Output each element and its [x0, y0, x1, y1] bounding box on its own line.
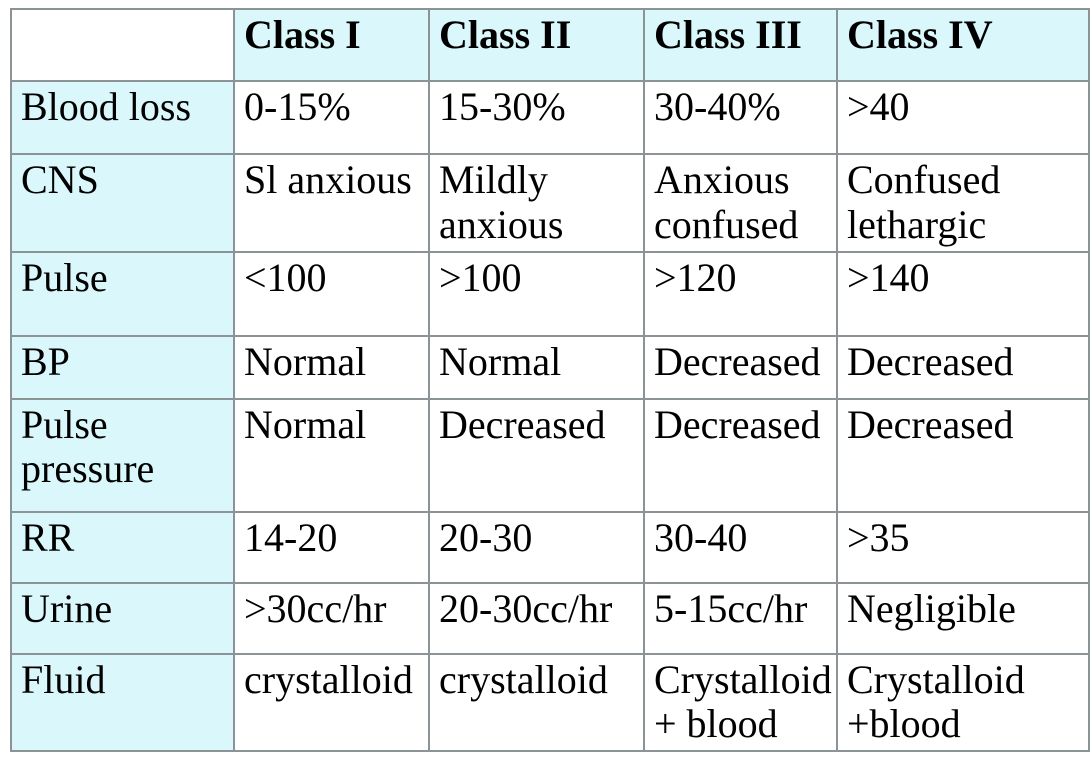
row-bp: BP Normal Normal Decreased Decreased: [10, 334, 1090, 400]
table-cell: 20-30cc/hr: [428, 581, 645, 655]
table-cell: <100: [233, 250, 430, 337]
row-pulse: Pulse <100 >100 >120 >140: [10, 250, 1090, 337]
row-fluid: Fluid crystalloid crystalloid Crystalloi…: [10, 652, 1090, 753]
row-label: Pulse pressure: [10, 397, 235, 513]
table-cell: 15-30%: [428, 80, 645, 155]
column-header-class-ii: Class II: [428, 8, 645, 82]
table-cell: Decreased: [836, 334, 1090, 400]
table-cell: Decreased: [643, 397, 838, 513]
row-pulse-pressure: Pulse pressure Normal Decreased Decrease…: [10, 397, 1090, 513]
table-cell: Decreased: [643, 334, 838, 400]
row-label: Fluid: [10, 652, 235, 753]
column-header-class-iv: Class IV: [836, 8, 1090, 82]
row-blood-loss: Blood loss 0-15% 15-30% 30-40% >40: [10, 80, 1090, 155]
row-label: Pulse: [10, 250, 235, 337]
table-cell: >40: [836, 80, 1090, 155]
table-cell: Decreased: [836, 397, 1090, 513]
table-cell: Mildly anxious: [428, 153, 645, 253]
row-label: CNS: [10, 153, 235, 253]
table-cell: crystalloid: [233, 652, 430, 753]
table-cell: 5-15cc/hr: [643, 581, 838, 655]
row-label: Urine: [10, 581, 235, 655]
table-cell: Normal: [428, 334, 645, 400]
row-rr: RR 14-20 20-30 30-40 >35: [10, 510, 1090, 584]
table-cell: Normal: [233, 397, 430, 513]
row-label: Blood loss: [10, 80, 235, 155]
table-cell: >140: [836, 250, 1090, 337]
table-cell: Sl anxious: [233, 153, 430, 253]
table-cell: >100: [428, 250, 645, 337]
table-cell: crystalloid: [428, 652, 645, 753]
corner-cell: [10, 8, 235, 82]
row-urine: Urine >30cc/hr 20-30cc/hr 5-15cc/hr Negl…: [10, 581, 1090, 655]
row-cns: CNS Sl anxious Mildly anxious Anxious co…: [10, 153, 1090, 253]
header-row: Class I Class II Class III Class IV: [10, 8, 1090, 82]
table-cell: >120: [643, 250, 838, 337]
table-cell: 20-30: [428, 510, 645, 584]
table-cell: Crystalloid + blood: [643, 652, 838, 753]
column-header-class-iii: Class III: [643, 8, 838, 82]
table-cell: Crystalloid +blood: [836, 652, 1090, 753]
table-cell: 30-40%: [643, 80, 838, 155]
row-label: BP: [10, 334, 235, 400]
table-cell: Anxious confused: [643, 153, 838, 253]
table-container: Class I Class II Class III Class IV Bloo…: [10, 8, 1090, 753]
table-cell: Decreased: [428, 397, 645, 513]
shock-classification-table: Class I Class II Class III Class IV Bloo…: [10, 8, 1090, 753]
table-cell: Normal: [233, 334, 430, 400]
row-label: RR: [10, 510, 235, 584]
table-cell: Confused lethargic: [836, 153, 1090, 253]
table-cell: >30cc/hr: [233, 581, 430, 655]
table-cell: 14-20: [233, 510, 430, 584]
table-cell: Negligible: [836, 581, 1090, 655]
column-header-class-i: Class I: [233, 8, 430, 82]
table-cell: >35: [836, 510, 1090, 584]
table-cell: 30-40: [643, 510, 838, 584]
table-cell: 0-15%: [233, 80, 430, 155]
